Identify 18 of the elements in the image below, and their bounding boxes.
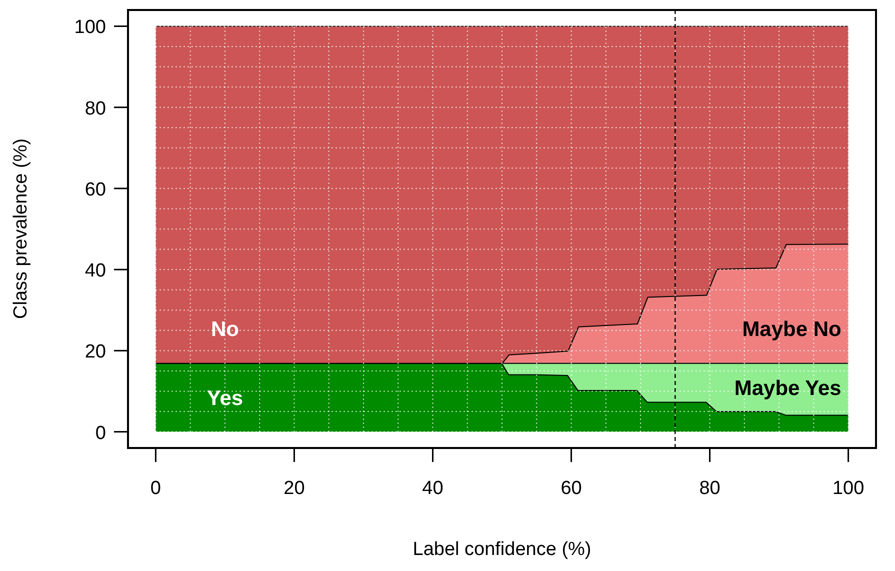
y-tick-label: 0	[95, 422, 106, 444]
series-label: Maybe Yes	[734, 376, 842, 402]
y-tick-label: 60	[84, 179, 106, 200]
x-tick-label: 40	[422, 478, 444, 499]
x-tick-label: 80	[699, 478, 720, 499]
y-tick-label: 40	[84, 260, 106, 282]
series-label: Yes	[206, 386, 244, 412]
y-axis-title: Class prevalence (%)	[10, 138, 32, 319]
x-tick-label: 0	[150, 478, 161, 499]
x-axis-title: Label confidence (%)	[412, 539, 592, 560]
x-tick-label: 60	[560, 478, 582, 499]
y-tick-label: 20	[84, 342, 106, 363]
y-tick-label: 80	[84, 98, 106, 120]
series-label: Maybe No	[742, 317, 842, 344]
x-tick-label: 100	[832, 478, 864, 499]
x-tick-label: 20	[284, 478, 305, 499]
y-tick-label: 100	[74, 17, 106, 38]
series-label: No	[210, 317, 240, 344]
